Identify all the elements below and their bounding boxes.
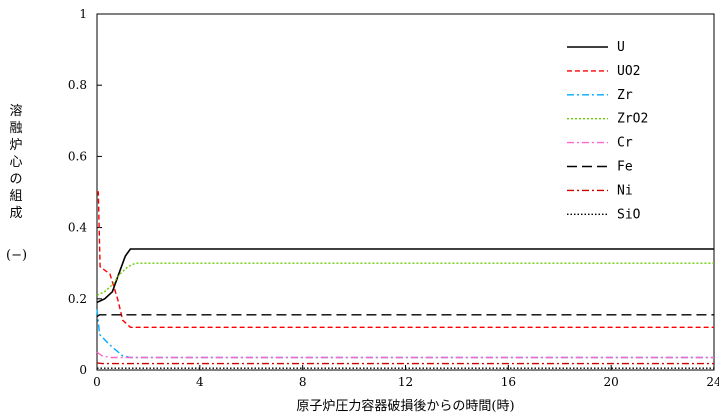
y-tick-label: 0 <box>79 363 87 377</box>
x-tick-label: 4 <box>196 375 204 389</box>
y-tick-label: 0.4 <box>68 221 87 235</box>
x-tick-label: 12 <box>398 375 413 389</box>
series-line-zr <box>96 309 714 359</box>
y-axis-label: 溶融炉心の組成 <box>9 104 23 221</box>
legend-label-zr: Zr <box>617 88 633 103</box>
y-tick-label: 0.8 <box>68 78 87 92</box>
y-tick-label: 0.2 <box>68 292 87 306</box>
series-line-cr <box>96 351 714 359</box>
legend-label-u: U <box>617 40 625 55</box>
x-tick-label: 8 <box>299 375 307 389</box>
legend-label-zro2: ZrO2 <box>617 112 648 127</box>
legend-label-sio: SiO <box>617 207 641 222</box>
x-axis-label: 原子炉圧力容器破損後からの時間(時) <box>296 398 514 414</box>
x-tick-label: 24 <box>706 375 719 389</box>
x-tick-label: 20 <box>604 375 619 389</box>
x-tick-label: 16 <box>501 375 516 389</box>
series-line-u <box>96 248 714 304</box>
legend-label-uo2: UO2 <box>617 64 640 79</box>
x-tick-label: 0 <box>93 375 101 389</box>
series-line-zro2 <box>96 262 714 296</box>
series-line-uo2 <box>97 191 714 328</box>
legend-label-fe: Fe <box>617 160 633 175</box>
series-line-fe <box>96 314 714 318</box>
legend-label-ni: Ni <box>617 183 633 198</box>
y-axis-unit: (−) <box>6 248 28 263</box>
y-tick-label: 1 <box>79 7 87 21</box>
y-tick-label: 0.6 <box>68 149 87 163</box>
legend-label-cr: Cr <box>617 136 633 151</box>
series-line-ni <box>96 362 714 365</box>
